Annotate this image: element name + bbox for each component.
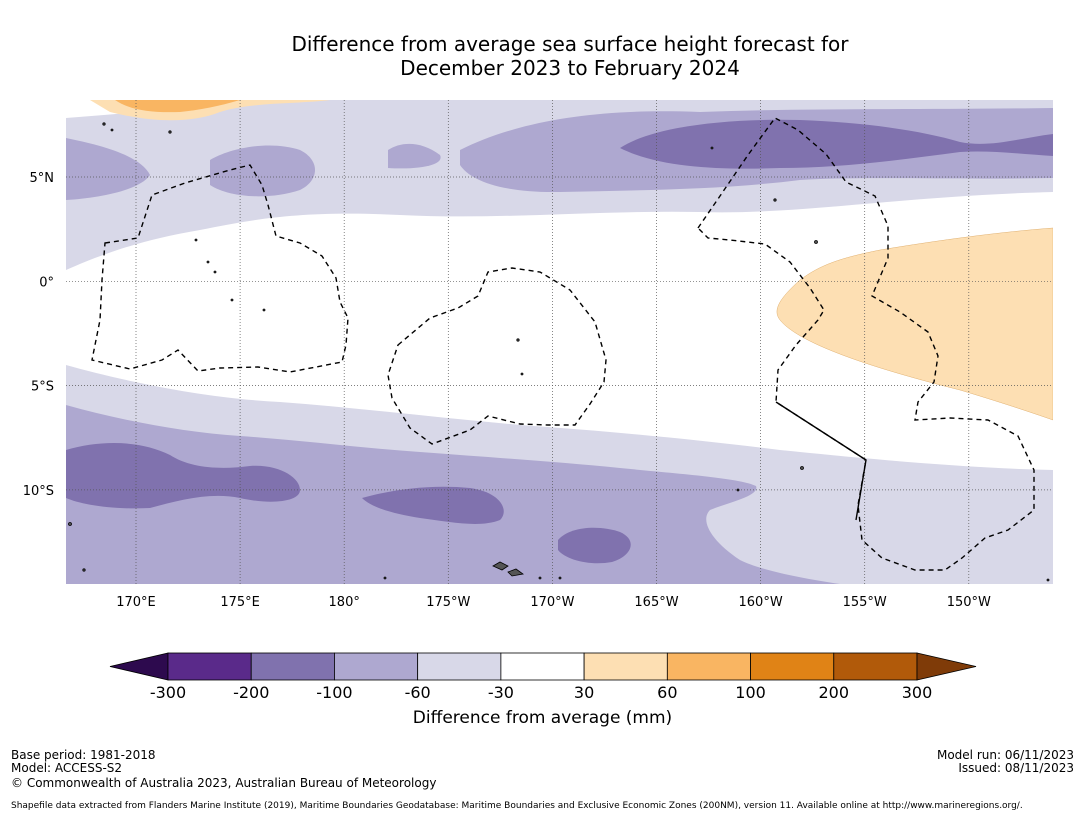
island-dot: [516, 338, 520, 342]
contour-south-dark-west: [66, 443, 300, 509]
island-dot: [194, 238, 198, 242]
longitude-tick-label: 155°W: [843, 595, 887, 610]
island-dot: [538, 576, 542, 580]
colorbar-segment: [334, 652, 419, 681]
island-dot: [800, 466, 804, 470]
latitude-labels: 5°N 0° 5°S 10°S: [23, 171, 54, 499]
island-samoa-1: [492, 561, 509, 571]
contour-north-mid-west: [66, 138, 150, 200]
island-dot: [110, 128, 114, 132]
island-dot: [814, 240, 818, 244]
colorbar-segment: [583, 652, 668, 681]
contour-north-positive-mid: [115, 100, 240, 113]
island-dot: [558, 576, 562, 580]
colorbar-tick-label: 60: [657, 683, 677, 702]
island-dot: [82, 568, 86, 572]
latitude-tick-label: 5°N: [30, 171, 55, 186]
island-dot: [383, 576, 387, 580]
colorbar-tick-label: -100: [316, 683, 352, 702]
colorbar-segment: [250, 652, 335, 681]
contour-south-dark-mid: [362, 486, 504, 524]
copyright: © Commonwealth of Australia 2023, Austra…: [11, 776, 437, 790]
model-name: Model: ACCESS-S2: [11, 761, 123, 775]
islands: [68, 122, 1050, 582]
footer-right: Model run: 06/11/2023 Issued: 08/11/2023: [937, 749, 1074, 775]
island-dot: [1046, 578, 1050, 582]
island-dot: [736, 488, 740, 492]
colorbar-tick-label: -300: [150, 683, 186, 702]
colorbar-segment: [167, 652, 252, 681]
longitude-tick-label: 150°W: [947, 595, 991, 610]
longitude-tick-label: 170°W: [530, 595, 574, 610]
eez-boundaries: [91, 117, 1035, 571]
island-dot: [102, 122, 106, 126]
island-dot: [213, 270, 217, 274]
latitude-tick-label: 10°S: [23, 484, 54, 499]
colorbar-segment: [417, 652, 502, 681]
colorbar-segment: [833, 652, 918, 681]
colorbar-segment: [500, 652, 585, 681]
map-area: [66, 100, 1053, 584]
longitude-tick-label: 175°E: [220, 595, 260, 610]
colorbar-segment: [666, 652, 751, 681]
title-line-1: Difference from average sea surface heig…: [291, 32, 849, 56]
graticule: [66, 100, 1053, 584]
colorbar-segment: [750, 652, 835, 681]
island-samoa-2: [507, 568, 525, 577]
footer-left: Base period: 1981-2018 Model: ACCESS-S2 …: [11, 749, 436, 790]
contour-south-dark-east: [558, 527, 631, 564]
island-dot: [206, 260, 210, 264]
island-dot: [230, 298, 234, 302]
longitude-tick-label: 180°: [329, 595, 360, 610]
colorbar-extend-low: [109, 652, 169, 681]
colorbar-tick-label: 30: [574, 683, 594, 702]
contour-east-positive: [776, 227, 1053, 421]
colorbar: -300 -200 -100 -60 -30 30 60 100 200 300: [109, 652, 977, 702]
colorbar-tick-label: -200: [233, 683, 269, 702]
latitude-tick-label: 0°: [39, 275, 54, 290]
longitude-tick-label: 175°W: [426, 595, 470, 610]
base-period: Base period: 1981-2018: [11, 748, 156, 762]
latitude-tick-label: 5°S: [31, 380, 54, 395]
longitude-tick-label: 165°W: [634, 595, 678, 610]
island-dot: [710, 146, 714, 150]
contour-north-mid-b: [388, 143, 441, 169]
contour-north-dark: [620, 119, 1053, 169]
island-dot: [168, 130, 172, 134]
island-dot: [68, 522, 72, 526]
longitude-tick-label: 160°W: [739, 595, 783, 610]
longitude-labels: 170°E 175°E 180° 175°W 170°W 165°W 160°W 155°W 1…: [116, 595, 991, 610]
colorbar-tick-label: 300: [902, 683, 933, 702]
contour-north-mid-a: [210, 145, 315, 197]
longitude-tick-label: 170°E: [116, 595, 156, 610]
colorbar-extend-high: [916, 652, 977, 681]
shapefile-credit: Shapefile data extracted from Flanders M…: [11, 801, 1023, 811]
colorbar-tick-label: -60: [405, 683, 431, 702]
chart-title: Difference from average sea surface heig…: [0, 32, 1085, 80]
colorbar-tick-label: -30: [488, 683, 514, 702]
island-dot: [262, 308, 266, 312]
eez-line-islands: [697, 117, 1035, 571]
island-dot: [520, 372, 524, 376]
model-run: Model run: 06/11/2023: [936, 748, 1074, 762]
island-dot: [773, 198, 777, 202]
colorbar-label: Difference from average (mm): [412, 708, 673, 728]
colorbar-tick-label: 100: [735, 683, 766, 702]
title-line-2: December 2023 to February 2024: [400, 56, 740, 80]
solid-boundary: [775, 401, 867, 521]
colorbar-tick-label: 200: [819, 683, 850, 702]
issued-date: Issued: 08/11/2023: [958, 761, 1074, 775]
